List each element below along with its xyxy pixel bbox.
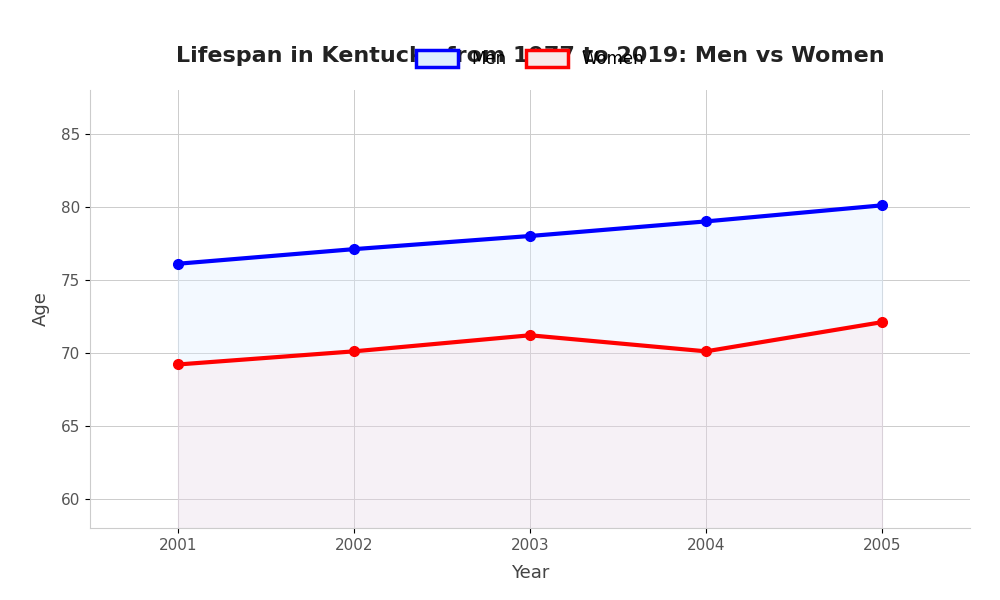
- Title: Lifespan in Kentucky from 1977 to 2019: Men vs Women: Lifespan in Kentucky from 1977 to 2019: …: [176, 46, 884, 66]
- X-axis label: Year: Year: [511, 564, 549, 582]
- Legend: Men, Women: Men, Women: [408, 41, 652, 76]
- Y-axis label: Age: Age: [32, 292, 50, 326]
